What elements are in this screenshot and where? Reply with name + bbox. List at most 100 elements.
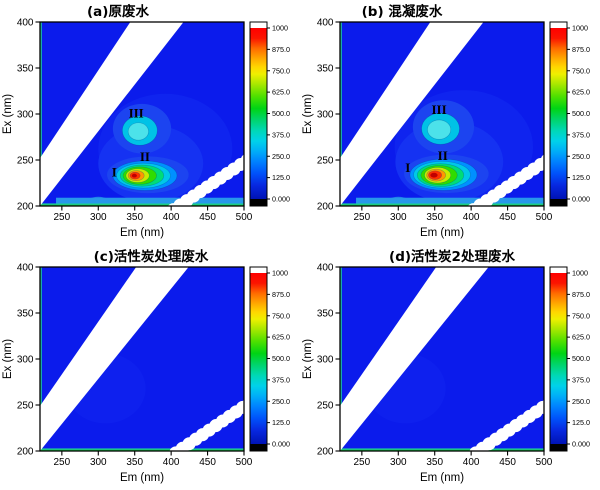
contour-blob [127, 122, 149, 141]
x-tick-label: 500 [536, 457, 553, 468]
colorbar-under-range [250, 199, 267, 206]
x-tick-label: 400 [163, 212, 180, 223]
panel-b-title: (b) 混凝废水 [362, 3, 443, 20]
x-tick-label: 500 [536, 212, 553, 223]
panel-b-xaxis-label: Em (nm) [420, 227, 464, 239]
colorbar-tick-label: 625.0 [572, 88, 590, 97]
colorbar-tick-label: 500.0 [272, 109, 290, 118]
contour-blob [430, 172, 438, 178]
colorbar-gradient [550, 28, 567, 199]
colorbar-tick-label: 0.000 [572, 440, 590, 449]
bottom-edge-strip-teal [340, 203, 544, 205]
x-tick-label: 300 [90, 457, 107, 468]
colorbar-tick-label: 0.000 [272, 440, 290, 449]
contour-blob [131, 173, 137, 178]
y-tick-label: 350 [317, 64, 334, 75]
panel-c-yaxis-label: Ex (nm) [2, 339, 14, 379]
x-tick-label: 450 [199, 212, 216, 223]
x-tick-label: 450 [499, 457, 516, 468]
y-tick-label: 300 [17, 110, 34, 121]
colorbar-tick-label: 750.0 [272, 311, 290, 320]
rayleigh-band-second-order [466, 398, 544, 451]
colorbar-tick-label: 750.0 [572, 311, 590, 320]
colorbar-tick-label: 250.0 [572, 152, 590, 161]
plot-layers-d: 250 300 350 400 450 500 200 250 300 350 400 1000 875… [317, 263, 590, 469]
colorbar-tick-label: 1000 [272, 269, 288, 278]
colorbar-tick-label: 875.0 [572, 290, 590, 299]
panel-a: I II III 250 300 350 400 450 500 200 250 300 350 400 1… [0, 0, 300, 245]
left-edge-strip [40, 267, 42, 451]
panel-d: 250 300 350 400 450 500 200 250 300 350 400 1000 875… [300, 245, 600, 490]
left-edge-strip [340, 267, 342, 451]
colorbar-tick-label: 625.0 [272, 333, 290, 342]
colorbar-tick-label: 875.0 [272, 45, 290, 54]
bottom-edge-strip-teal [40, 203, 244, 205]
y-tick-label: 400 [17, 263, 34, 274]
colorbar-tick-label: 375.0 [272, 375, 290, 384]
rayleigh-band-first-order [40, 267, 189, 451]
left-edge-strip [340, 22, 342, 206]
x-tick-label: 300 [90, 212, 107, 223]
colorbar-tick-label: 125.0 [272, 173, 290, 182]
eem-plot-c: 250 300 350 400 450 500 200 250 300 350 400 1000 875… [2, 248, 290, 484]
rayleigh-band-first-order [340, 22, 484, 206]
colorbar-tick-label: 250.0 [272, 397, 290, 406]
x-tick-label: 250 [54, 457, 71, 468]
colorbar-under-range [550, 199, 567, 206]
y-tick-label: 300 [317, 110, 334, 121]
panel-a-yaxis-label: Ex (nm) [2, 94, 14, 134]
heatmap-area [40, 267, 244, 451]
colorbar-tick-label: 375.0 [272, 130, 290, 139]
y-tick-label: 200 [317, 202, 334, 213]
bottom-edge-strip-green [340, 204, 544, 206]
colorbar-tick-label: 125.0 [272, 418, 290, 427]
y-tick-label: 250 [317, 401, 334, 412]
x-tick-label: 350 [426, 212, 443, 223]
bottom-edge-strip-green [40, 204, 244, 206]
colorbar-tick-label: 1000 [572, 269, 588, 278]
colorbar-tick-label: 500.0 [272, 354, 290, 363]
panel-d-title: (d)活性炭2处理废水 [389, 248, 515, 265]
rayleigh-band-second-order [166, 398, 244, 451]
bottom-edge-strip-green [340, 449, 544, 451]
panel-b-yaxis-label: Ex (nm) [302, 94, 314, 134]
colorbar-tick-label: 0.000 [572, 195, 590, 204]
colorbar-over-range [250, 22, 267, 28]
colorbar-tick-label: 250.0 [572, 397, 590, 406]
rayleigh-band-first-order [340, 267, 489, 451]
y-tick-label: 350 [17, 309, 34, 320]
x-tick-label: 500 [236, 457, 253, 468]
x-tick-label: 300 [390, 457, 407, 468]
x-tick-label: 450 [199, 457, 216, 468]
x-tick-label: 500 [236, 212, 253, 223]
y-tick-label: 300 [317, 355, 334, 366]
colorbar-tick-label: 625.0 [572, 333, 590, 342]
colorbar-tick-label: 625.0 [272, 88, 290, 97]
rayleigh-band-first-order [40, 22, 184, 206]
contour-blob [427, 119, 452, 140]
colorbar-tick-label: 125.0 [572, 173, 590, 182]
x-tick-label: 250 [54, 212, 71, 223]
colorbar-tick-label: 1000 [572, 24, 588, 33]
x-tick-label: 350 [126, 457, 143, 468]
x-tick-label: 300 [390, 212, 407, 223]
x-tick-label: 250 [354, 457, 371, 468]
rayleigh-band-second-order [168, 154, 244, 206]
y-tick-label: 350 [17, 64, 34, 75]
colorbar-tick-label: 500.0 [572, 109, 590, 118]
bottom-edge-strip-green [40, 449, 244, 451]
panel-c-title: (c)活性炭处理废水 [94, 248, 209, 265]
panel-c: 250 300 350 400 450 500 200 250 300 350 400 1000 875… [0, 245, 300, 490]
bottom-glow [56, 197, 244, 206]
x-tick-label: 400 [163, 457, 180, 468]
peak-annotation-I: I [405, 160, 410, 175]
peak-annotation-II: II [438, 148, 448, 163]
peak-annotation-I: I [112, 165, 117, 180]
colorbar-tick-label: 750.0 [572, 66, 590, 75]
colorbar-over-range [250, 267, 267, 273]
colorbar-gradient [550, 273, 567, 444]
